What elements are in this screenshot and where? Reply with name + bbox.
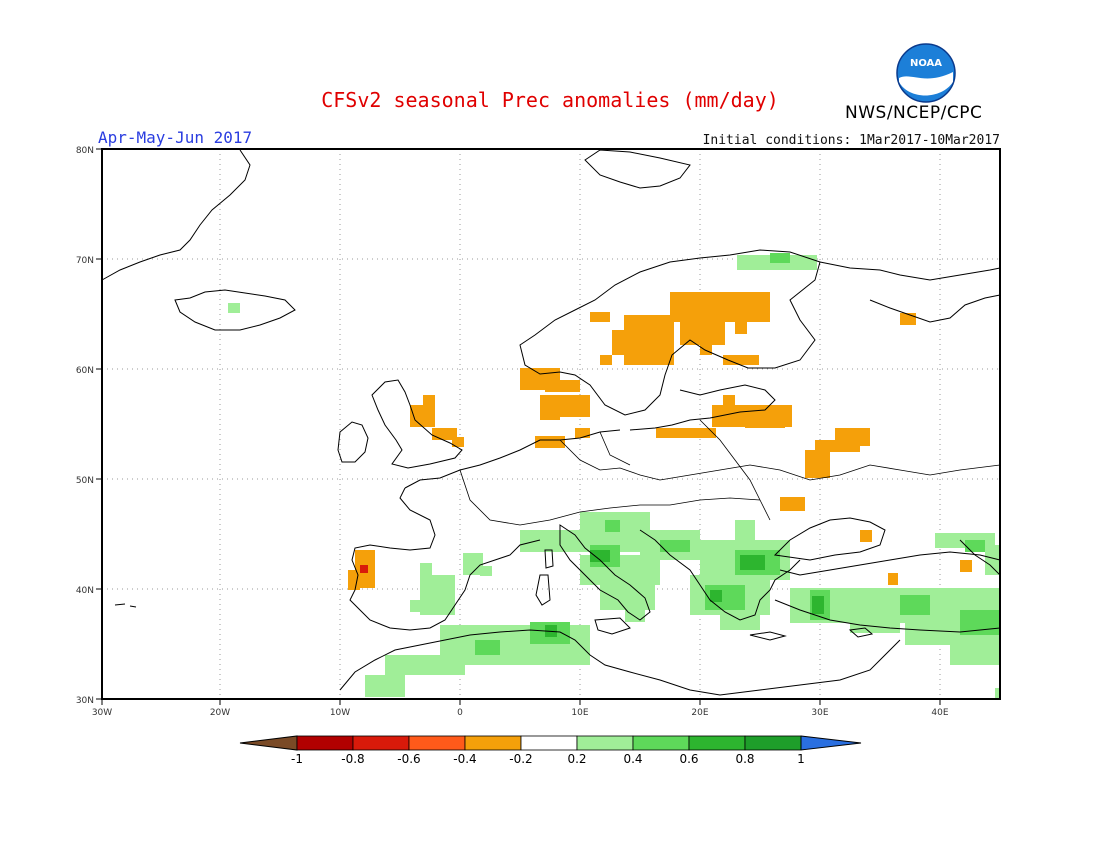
forecast-period: Apr-May-Jun 2017 <box>98 128 253 147</box>
colorbar-tick-label: 0.4 <box>623 752 642 766</box>
colorbar-segment <box>408 735 466 751</box>
colorbar-segment <box>632 735 690 751</box>
negative-anomaly-patches <box>348 292 972 590</box>
colorbar-legend: -1 -0.8 -0.6 -0.4 -0.2 0.2 0.4 0.6 0.8 1 <box>239 735 862 766</box>
initial-conditions: Initial conditions: 1Mar2017-10Mar2017 <box>702 133 1000 148</box>
colorbar-tick-label: -0.4 <box>453 752 476 766</box>
lon-label: 40E <box>931 708 948 718</box>
lat-label: 60N <box>76 366 94 376</box>
colorbar-segment <box>464 735 522 751</box>
colorbar-tick-label: -0.8 <box>341 752 364 766</box>
colorbar-arrow-low <box>239 735 298 751</box>
colorbar-tick-label: -1 <box>291 752 303 766</box>
colorbar-tick-label: 0.2 <box>567 752 586 766</box>
colorbar-arrow-high <box>800 735 862 751</box>
chart-title: CFSv2 seasonal Prec anomalies (mm/day) <box>321 88 779 112</box>
map-frame <box>101 148 1001 700</box>
colorbar-segment <box>688 735 746 751</box>
lon-label: 20W <box>210 708 230 718</box>
lon-label: 30W <box>92 708 112 718</box>
agency-label: NWS/NCEP/CPC <box>845 103 983 123</box>
lon-label: 0 <box>457 708 463 718</box>
coastlines <box>101 149 1001 696</box>
map-panel <box>101 148 1001 700</box>
strong-negative-patch <box>360 565 368 573</box>
colorbar-tick-label: -0.2 <box>509 752 532 766</box>
colorbar-segment <box>296 735 354 751</box>
lon-label: 10E <box>571 708 588 718</box>
lat-axis: 80N 70N 60N 50N 40N 30N <box>76 146 102 706</box>
lon-label: 10W <box>330 708 350 718</box>
graticule <box>102 149 1000 699</box>
colorbar-tick-label: 0.6 <box>679 752 698 766</box>
colorbar-segment <box>744 735 802 751</box>
colorbar-segment <box>520 735 578 751</box>
lat-label: 30N <box>76 696 94 706</box>
svg-text:NOAA: NOAA <box>910 58 942 69</box>
colorbar-segment <box>576 735 634 751</box>
lat-label: 80N <box>76 146 94 156</box>
colorbar-tick-label: 1 <box>797 752 805 766</box>
lat-label: 50N <box>76 476 94 486</box>
colorbar-tick-label: 0.8 <box>735 752 754 766</box>
strong-positive-patches <box>545 550 824 637</box>
lon-label: 30E <box>811 708 828 718</box>
colorbar-segment <box>352 735 410 751</box>
colorbar-tick-label: -0.6 <box>397 752 420 766</box>
lon-label: 20E <box>691 708 708 718</box>
lat-label: 70N <box>76 256 94 266</box>
lat-label: 40N <box>76 586 94 596</box>
lon-axis: 30W 20W 10W 0 10E 20E 30E 40E <box>92 699 949 718</box>
noaa-logo: NOAA <box>896 43 956 103</box>
